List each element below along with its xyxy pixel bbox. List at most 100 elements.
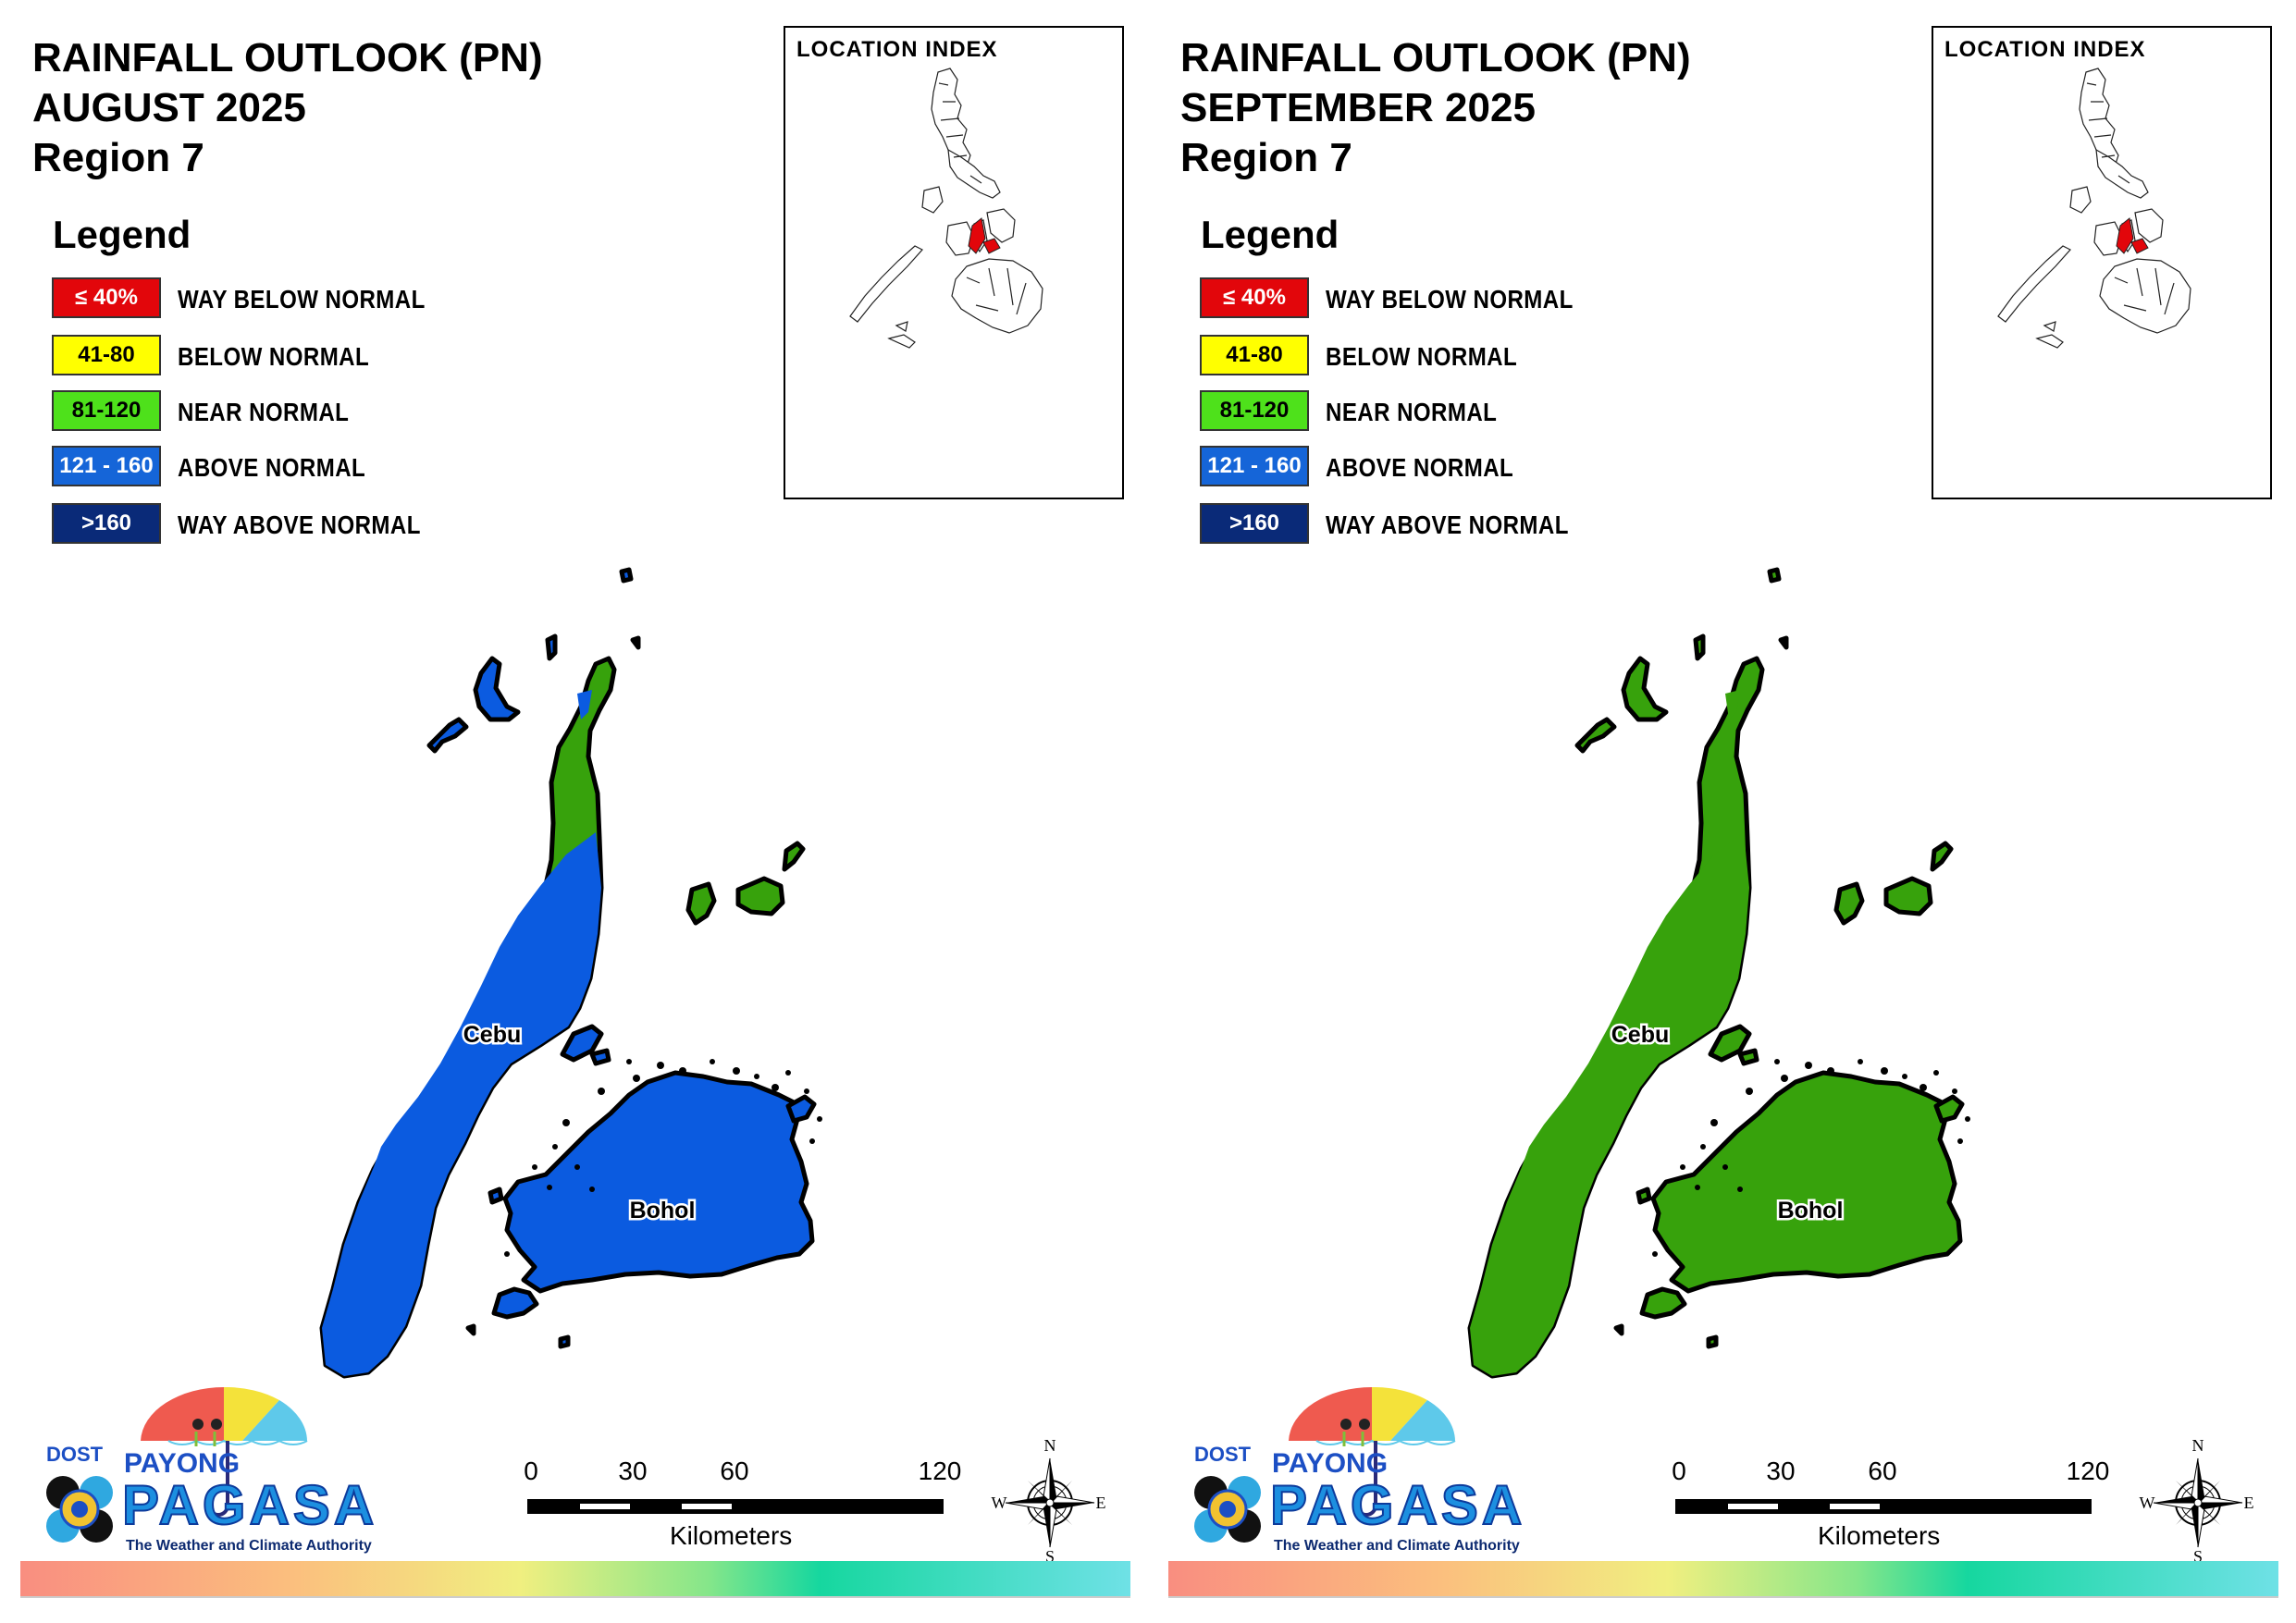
pagasa-text: PAGASA: [122, 1474, 377, 1536]
islet: [589, 1048, 611, 1066]
legend-label: BELOW NORMAL: [1326, 342, 1518, 371]
legend-heading: Legend: [1201, 213, 1339, 256]
legend-swatch: >160: [52, 503, 161, 544]
islet: [426, 717, 469, 754]
scale-tick-30: 30: [618, 1457, 648, 1485]
scale-tick-30: 30: [1766, 1457, 1796, 1485]
bohol-label: Bohol: [630, 1198, 696, 1223]
cebu-main-zone: [322, 832, 601, 1376]
bohol-islet: [785, 1094, 817, 1124]
title-line-2: AUGUST 2025: [32, 85, 306, 130]
region-7-highlight: [968, 217, 1001, 254]
scale-tick-120: 120: [918, 1457, 962, 1485]
compass-rose-icon: N S E W: [2140, 1436, 2254, 1566]
northern-cebu-tip-zone: [577, 690, 592, 719]
legend-swatch: ≤ 40%: [1200, 277, 1309, 318]
title-line-1: RAINFALL OUTLOOK (PN): [32, 35, 543, 80]
islet: [1574, 717, 1617, 754]
cebu-label: Cebu: [463, 1022, 522, 1048]
color-band-underline: [1168, 1596, 2278, 1598]
scale-tick-60: 60: [1868, 1457, 1897, 1485]
title-line-3: Region 7: [1180, 135, 1352, 180]
compass-w: W: [2140, 1494, 2155, 1512]
region-map-svg: Cebu Bohol: [1467, 567, 1970, 1379]
islet: [1778, 635, 1789, 650]
title-line-1: RAINFALL OUTLOOK (PN): [1180, 35, 1691, 80]
inset-title: LOCATION INDEX: [1944, 37, 2146, 62]
philippines-outline-map: [1997, 68, 2191, 349]
camotes-islands: [1833, 881, 1865, 926]
pagasa-logo-graphic: DOST PAYONG PAGASA The Weather and Clima…: [1191, 1386, 1525, 1554]
legend-label: WAY BELOW NORMAL: [1326, 285, 1574, 314]
compass-s: S: [1045, 1547, 1055, 1563]
mactan-island: [1708, 1024, 1752, 1063]
islet: [1613, 1323, 1624, 1336]
islet: [488, 1187, 504, 1205]
cebu-label: Cebu: [1611, 1022, 1670, 1048]
legend-label: WAY ABOVE NORMAL: [1326, 510, 1569, 539]
legend-label: ABOVE NORMAL: [1326, 453, 1514, 482]
bohol-islet: [1933, 1094, 1965, 1124]
pagasa-logo-graphic: DOST PAYONG PAGASA The Weather and Clima…: [43, 1386, 377, 1554]
scale-unit-label: Kilometers: [1818, 1521, 1941, 1550]
islet: [1737, 1048, 1759, 1066]
bantayan-island: [1621, 656, 1669, 722]
pagasa-text: PAGASA: [1270, 1474, 1525, 1536]
dost-seal-icon: [43, 1472, 117, 1546]
legend-swatch: ≤ 40%: [52, 277, 161, 318]
philippines-outline-map: [849, 68, 1043, 349]
bantayan-island: [473, 656, 521, 722]
legend-label: ABOVE NORMAL: [178, 453, 366, 482]
location-index-inset: LOCATION INDEX: [784, 26, 1124, 499]
legend-label: NEAR NORMAL: [1326, 398, 1498, 426]
legend-label: BELOW NORMAL: [178, 342, 370, 371]
legend-label: WAY BELOW NORMAL: [178, 285, 426, 314]
legend-swatch: 121 - 160: [52, 446, 161, 486]
scale-tick-120: 120: [2066, 1457, 2110, 1485]
scale-unit-label: Kilometers: [670, 1521, 793, 1550]
bohol-islet: [1639, 1286, 1687, 1320]
northern-cebu-tip-zone: [1725, 690, 1740, 719]
north-arrow-compass: N S E W: [2138, 1436, 2258, 1566]
payong-text: PAYONG: [124, 1448, 240, 1479]
scale-bar: 0 30 60 120 Kilometers: [1666, 1457, 2129, 1558]
title-line-2: SEPTEMBER 2025: [1180, 85, 1536, 130]
cebu-main-zone: [1470, 832, 1749, 1376]
legend-swatch: >160: [1200, 503, 1309, 544]
bohol-label: Bohol: [1778, 1198, 1844, 1223]
islet: [1636, 1187, 1652, 1205]
north-arrow-compass: N S E W: [990, 1436, 1110, 1566]
legend-label: NEAR NORMAL: [178, 398, 350, 426]
compass-n: N: [2192, 1438, 2204, 1455]
legend-heading: Legend: [53, 213, 191, 256]
legend-label: WAY ABOVE NORMAL: [178, 510, 421, 539]
legend-swatch: 81-120: [52, 390, 161, 431]
tagline-text: The Weather and Climate Authority: [126, 1538, 372, 1554]
title-line-3: Region 7: [32, 135, 204, 180]
mactan-island: [560, 1024, 604, 1063]
compass-rose-icon: N S E W: [992, 1436, 1106, 1566]
compass-e: E: [2244, 1494, 2254, 1512]
dost-pagasa-logo: DOST PAYONG PAGASA The Weather and Clima…: [33, 1386, 403, 1572]
map-title: RAINFALL OUTLOOK (PN) SEPTEMBER 2025 Reg…: [1180, 33, 1691, 183]
scale-bar-graphic: [1675, 1499, 2092, 1514]
dost-text: DOST: [1194, 1443, 1252, 1466]
bohol-islet: [491, 1286, 539, 1320]
legend-swatch: 81-120: [1200, 390, 1309, 431]
islet: [630, 635, 641, 650]
compass-w: W: [992, 1494, 1007, 1512]
islet: [558, 1334, 571, 1349]
tagline-text: The Weather and Climate Authority: [1274, 1538, 1520, 1554]
camotes-islands: [735, 876, 785, 916]
scale-bar-graphic: [527, 1499, 944, 1514]
outlook-panel-2: RAINFALL OUTLOOK (PN) SEPTEMBER 2025 Reg…: [1148, 0, 2296, 1623]
scale-bar: 0 30 60 120 Kilometers: [518, 1457, 981, 1558]
islet: [1693, 633, 1706, 661]
color-band: [1168, 1561, 2278, 1596]
region-map-svg: Cebu Bohol: [319, 567, 822, 1379]
region-7-highlight: [2116, 217, 2149, 254]
region-7-rainfall-map: Cebu Bohol: [1148, 546, 2296, 1406]
map-title: RAINFALL OUTLOOK (PN) AUGUST 2025 Region…: [32, 33, 543, 183]
islet: [1706, 1334, 1719, 1349]
location-index-inset: LOCATION INDEX: [1932, 26, 2272, 499]
